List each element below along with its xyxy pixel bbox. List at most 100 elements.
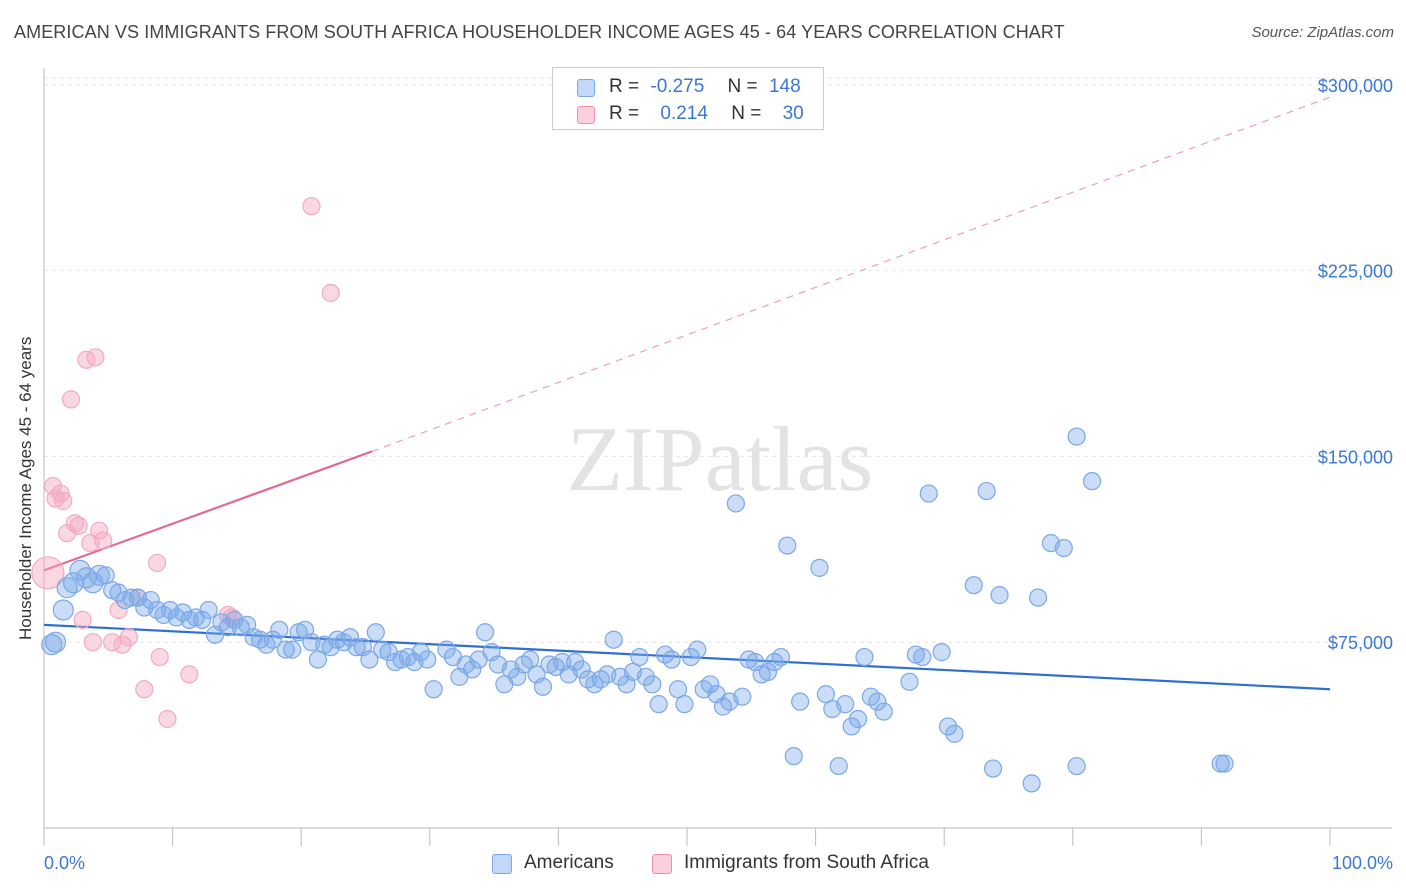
data-point-americans — [437, 640, 456, 659]
data-point-americans — [945, 724, 964, 743]
data-point-americans — [778, 536, 797, 555]
data-point-americans — [681, 647, 700, 667]
data-point-americans — [855, 647, 874, 667]
data-points — [31, 197, 1234, 793]
legend-r-label: R = — [609, 103, 640, 124]
data-point-americans — [919, 484, 938, 503]
data-point-americans — [977, 481, 996, 501]
chart-title: AMERICAN VS IMMIGRANTS FROM SOUTH AFRICA… — [14, 22, 1065, 42]
data-point-immigrants — [321, 283, 340, 302]
data-point-americans — [643, 675, 662, 694]
data-point-immigrants — [86, 348, 105, 367]
legend-n-value: 148 — [768, 76, 801, 97]
data-point-immigrants — [222, 608, 241, 627]
data-point-immigrants — [69, 516, 88, 535]
series-legend-label: Immigrants from South Africa — [684, 852, 929, 873]
data-point-americans — [688, 640, 707, 659]
data-point-americans — [868, 692, 887, 711]
data-point-americans — [1211, 754, 1230, 773]
data-point-americans — [1028, 588, 1048, 607]
legend-n-value: 30 — [782, 103, 804, 124]
data-point-americans — [340, 628, 360, 647]
y-tick-label: $225,000 — [1318, 262, 1393, 282]
data-point-immigrants — [135, 680, 154, 699]
series-legend: Americans Immigrants from South Africa — [0, 852, 1406, 878]
data-point-americans — [810, 558, 829, 577]
data-point-americans — [463, 660, 482, 679]
source-credit: Source: ZipAtlas.com — [1251, 24, 1394, 41]
data-point-americans — [964, 576, 983, 595]
data-point-americans — [900, 672, 919, 691]
data-point-americans — [347, 638, 366, 657]
data-point-americans — [199, 600, 218, 620]
data-point-americans — [572, 660, 591, 679]
data-point-americans — [1082, 472, 1102, 491]
grid-lines — [44, 77, 1392, 643]
data-point-americans — [475, 623, 495, 642]
trend-line-americans — [43, 623, 1331, 691]
data-point-americans — [662, 650, 681, 669]
y-axis-label: Householder Income Ages 45 - 64 years — [16, 336, 35, 640]
data-point-americans — [983, 759, 1003, 778]
data-point-americans — [411, 643, 430, 662]
data-point-americans — [848, 709, 868, 729]
data-point-immigrants — [54, 491, 73, 511]
data-point-americans — [771, 647, 790, 667]
data-point-americans — [726, 494, 745, 513]
data-point-americans — [270, 620, 289, 639]
data-point-americans — [913, 647, 932, 667]
data-point-americans — [630, 647, 649, 667]
data-point-immigrants — [119, 628, 138, 647]
data-point-americans — [533, 677, 553, 696]
x-tick-label: 0.0% — [44, 853, 85, 873]
correlation-legend: R = -0.275 N = 148 R = 0.214 N = 30 — [552, 67, 824, 130]
data-point-americans — [141, 590, 160, 610]
data-point-americans — [88, 564, 110, 586]
data-point-immigrants — [51, 484, 70, 503]
data-point-americans — [1067, 756, 1086, 776]
trend-lines — [43, 96, 1331, 691]
data-point-americans — [784, 747, 803, 766]
data-point-americans — [604, 630, 623, 649]
data-point-americans — [276, 640, 295, 659]
data-point-americans — [636, 667, 655, 686]
series-legend-label: Americans — [524, 852, 614, 873]
data-point-immigrants — [113, 635, 132, 654]
data-point-americans — [1022, 774, 1041, 793]
series-swatch-immigrants — [652, 854, 672, 874]
data-point-americans — [675, 695, 694, 714]
data-point-americans — [938, 717, 958, 736]
data-point-americans — [842, 717, 861, 736]
data-point-immigrants — [90, 521, 109, 540]
data-point-americans — [1215, 754, 1234, 773]
data-point-americans — [424, 680, 443, 699]
data-point-immigrants — [302, 197, 321, 216]
data-point-immigrants — [148, 553, 167, 573]
data-point-americans — [1067, 427, 1086, 446]
data-point-americans — [566, 652, 585, 672]
data-point-immigrants — [83, 633, 102, 652]
data-point-americans — [791, 692, 810, 711]
data-point-americans — [62, 572, 85, 594]
data-point-immigrants — [61, 390, 81, 409]
legend-r-value: -0.275 — [650, 76, 705, 97]
data-point-immigrants — [180, 665, 199, 684]
data-point-immigrants — [158, 709, 177, 729]
legend-swatch-americans — [577, 79, 595, 97]
data-point-americans — [193, 610, 212, 629]
trend-line-immigrants-extension — [371, 96, 1331, 452]
data-point-americans — [366, 623, 385, 642]
data-point-immigrants — [73, 610, 92, 629]
data-point-americans — [218, 618, 237, 637]
data-point-americans — [649, 695, 668, 714]
data-point-americans — [701, 675, 720, 694]
watermark: ZIPatlas — [567, 408, 874, 510]
data-point-americans — [52, 599, 74, 621]
data-point-americans — [41, 634, 63, 656]
x-tick-label: 100.0% — [1332, 853, 1393, 873]
legend-r-value: 0.214 — [660, 103, 708, 124]
data-point-americans — [263, 630, 283, 649]
data-point-immigrants — [150, 647, 169, 667]
y-tick-label: $75,000 — [1328, 633, 1393, 653]
